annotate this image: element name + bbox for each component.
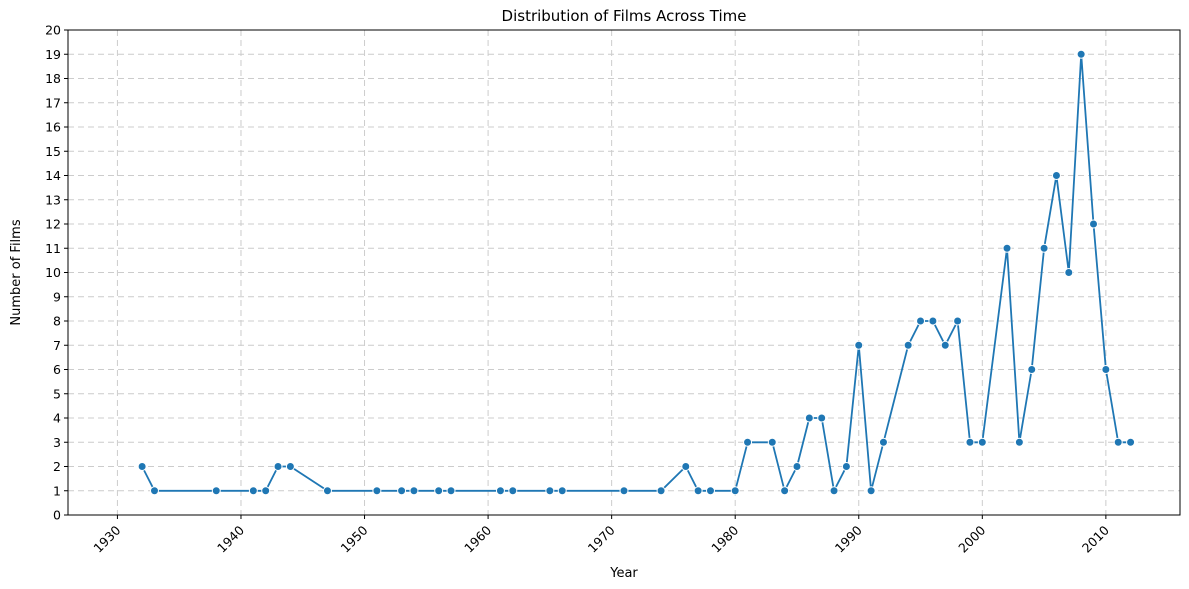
data-point — [322, 486, 332, 496]
data-point — [693, 486, 703, 496]
y-tick-label: 20 — [45, 23, 61, 38]
data-point — [780, 486, 790, 496]
series-line — [141, 53, 1131, 492]
data-point — [149, 486, 159, 496]
data-point — [557, 486, 567, 496]
data-point — [681, 462, 691, 471]
y-tick-label: 9 — [53, 289, 61, 304]
data-point — [866, 486, 876, 496]
y-tick-label: 2 — [53, 459, 61, 474]
y-tick-label: 11 — [45, 241, 61, 256]
y-tick-label: 4 — [53, 411, 61, 426]
data-point — [1051, 171, 1061, 180]
y-tick-label: 14 — [45, 168, 61, 183]
data-point — [928, 316, 938, 326]
y-tick-label: 19 — [45, 47, 61, 62]
data-point — [804, 413, 814, 423]
data-point — [372, 486, 382, 496]
y-tick-label: 18 — [45, 71, 61, 86]
x-tick-label: 1980 — [708, 522, 741, 555]
y-tick-label: 12 — [45, 217, 61, 232]
data-point — [705, 486, 715, 496]
data-point — [273, 462, 283, 471]
y-tick-label: 3 — [53, 435, 61, 450]
data-point — [619, 486, 629, 496]
data-point — [656, 486, 666, 496]
data-point — [965, 437, 975, 447]
data-point — [285, 462, 295, 471]
data-point — [841, 462, 851, 471]
y-tick-label: 6 — [53, 362, 61, 377]
x-axis-label: Year — [609, 566, 638, 581]
data-point — [767, 437, 777, 447]
data-point — [878, 437, 888, 447]
data-point — [1002, 243, 1012, 253]
data-point — [792, 462, 802, 471]
x-tick-label: 2000 — [955, 522, 988, 555]
data-point — [1027, 365, 1037, 374]
y-tick-label: 1 — [53, 483, 61, 498]
data-point — [743, 437, 753, 447]
y-axis-label: Number of Films — [9, 219, 24, 325]
x-tick-label: 1990 — [832, 522, 865, 555]
data-point — [854, 340, 864, 350]
data-point — [916, 316, 926, 326]
y-tick-label: 16 — [45, 120, 61, 135]
y-tick-label: 10 — [45, 265, 61, 280]
data-point — [1076, 49, 1086, 59]
x-tick-label: 1940 — [214, 522, 247, 555]
data-point — [211, 486, 221, 496]
y-tick-label: 7 — [53, 338, 61, 353]
chart-title: Distribution of Films Across Time — [502, 7, 747, 25]
data-point — [508, 486, 518, 496]
data-point — [248, 486, 258, 496]
data-point — [817, 413, 827, 423]
data-point — [730, 486, 740, 496]
plot-frame — [67, 29, 1181, 516]
data-point — [397, 486, 407, 496]
x-tick-label: 1950 — [338, 522, 371, 555]
data-point — [903, 340, 913, 350]
grid — [68, 29, 1180, 516]
y-tick-label: 0 — [53, 508, 61, 523]
x-tick-label: 1930 — [90, 522, 123, 555]
data-point — [261, 486, 271, 496]
x-tick-label: 1970 — [585, 522, 618, 555]
data-point — [1126, 437, 1136, 447]
data-point — [446, 486, 456, 496]
data-point — [977, 437, 987, 447]
data-point — [545, 486, 555, 496]
data-point — [1064, 268, 1074, 277]
y-tick-label: 13 — [45, 192, 61, 207]
x-tick-label: 1960 — [461, 522, 494, 555]
x-axis-ticks: 1930 1940 1950 1960 1970 1980 1990 2000 2010 — [90, 515, 1112, 556]
data-point — [1101, 365, 1111, 374]
data-point — [1039, 243, 1049, 253]
data-point — [953, 316, 963, 326]
data-point — [1014, 437, 1024, 447]
data-point — [495, 486, 505, 496]
series-layer — [137, 49, 1136, 496]
y-tick-label: 17 — [45, 95, 61, 110]
y-tick-label: 5 — [53, 386, 61, 401]
data-point — [409, 486, 419, 496]
data-point — [434, 486, 444, 496]
data-point — [940, 340, 950, 350]
y-tick-label: 8 — [53, 314, 61, 329]
y-tick-label: 15 — [45, 144, 61, 159]
data-point — [1089, 219, 1099, 229]
x-tick-label: 2010 — [1079, 522, 1112, 555]
data-point — [137, 462, 147, 471]
data-point — [829, 486, 839, 496]
data-point — [1113, 437, 1123, 447]
